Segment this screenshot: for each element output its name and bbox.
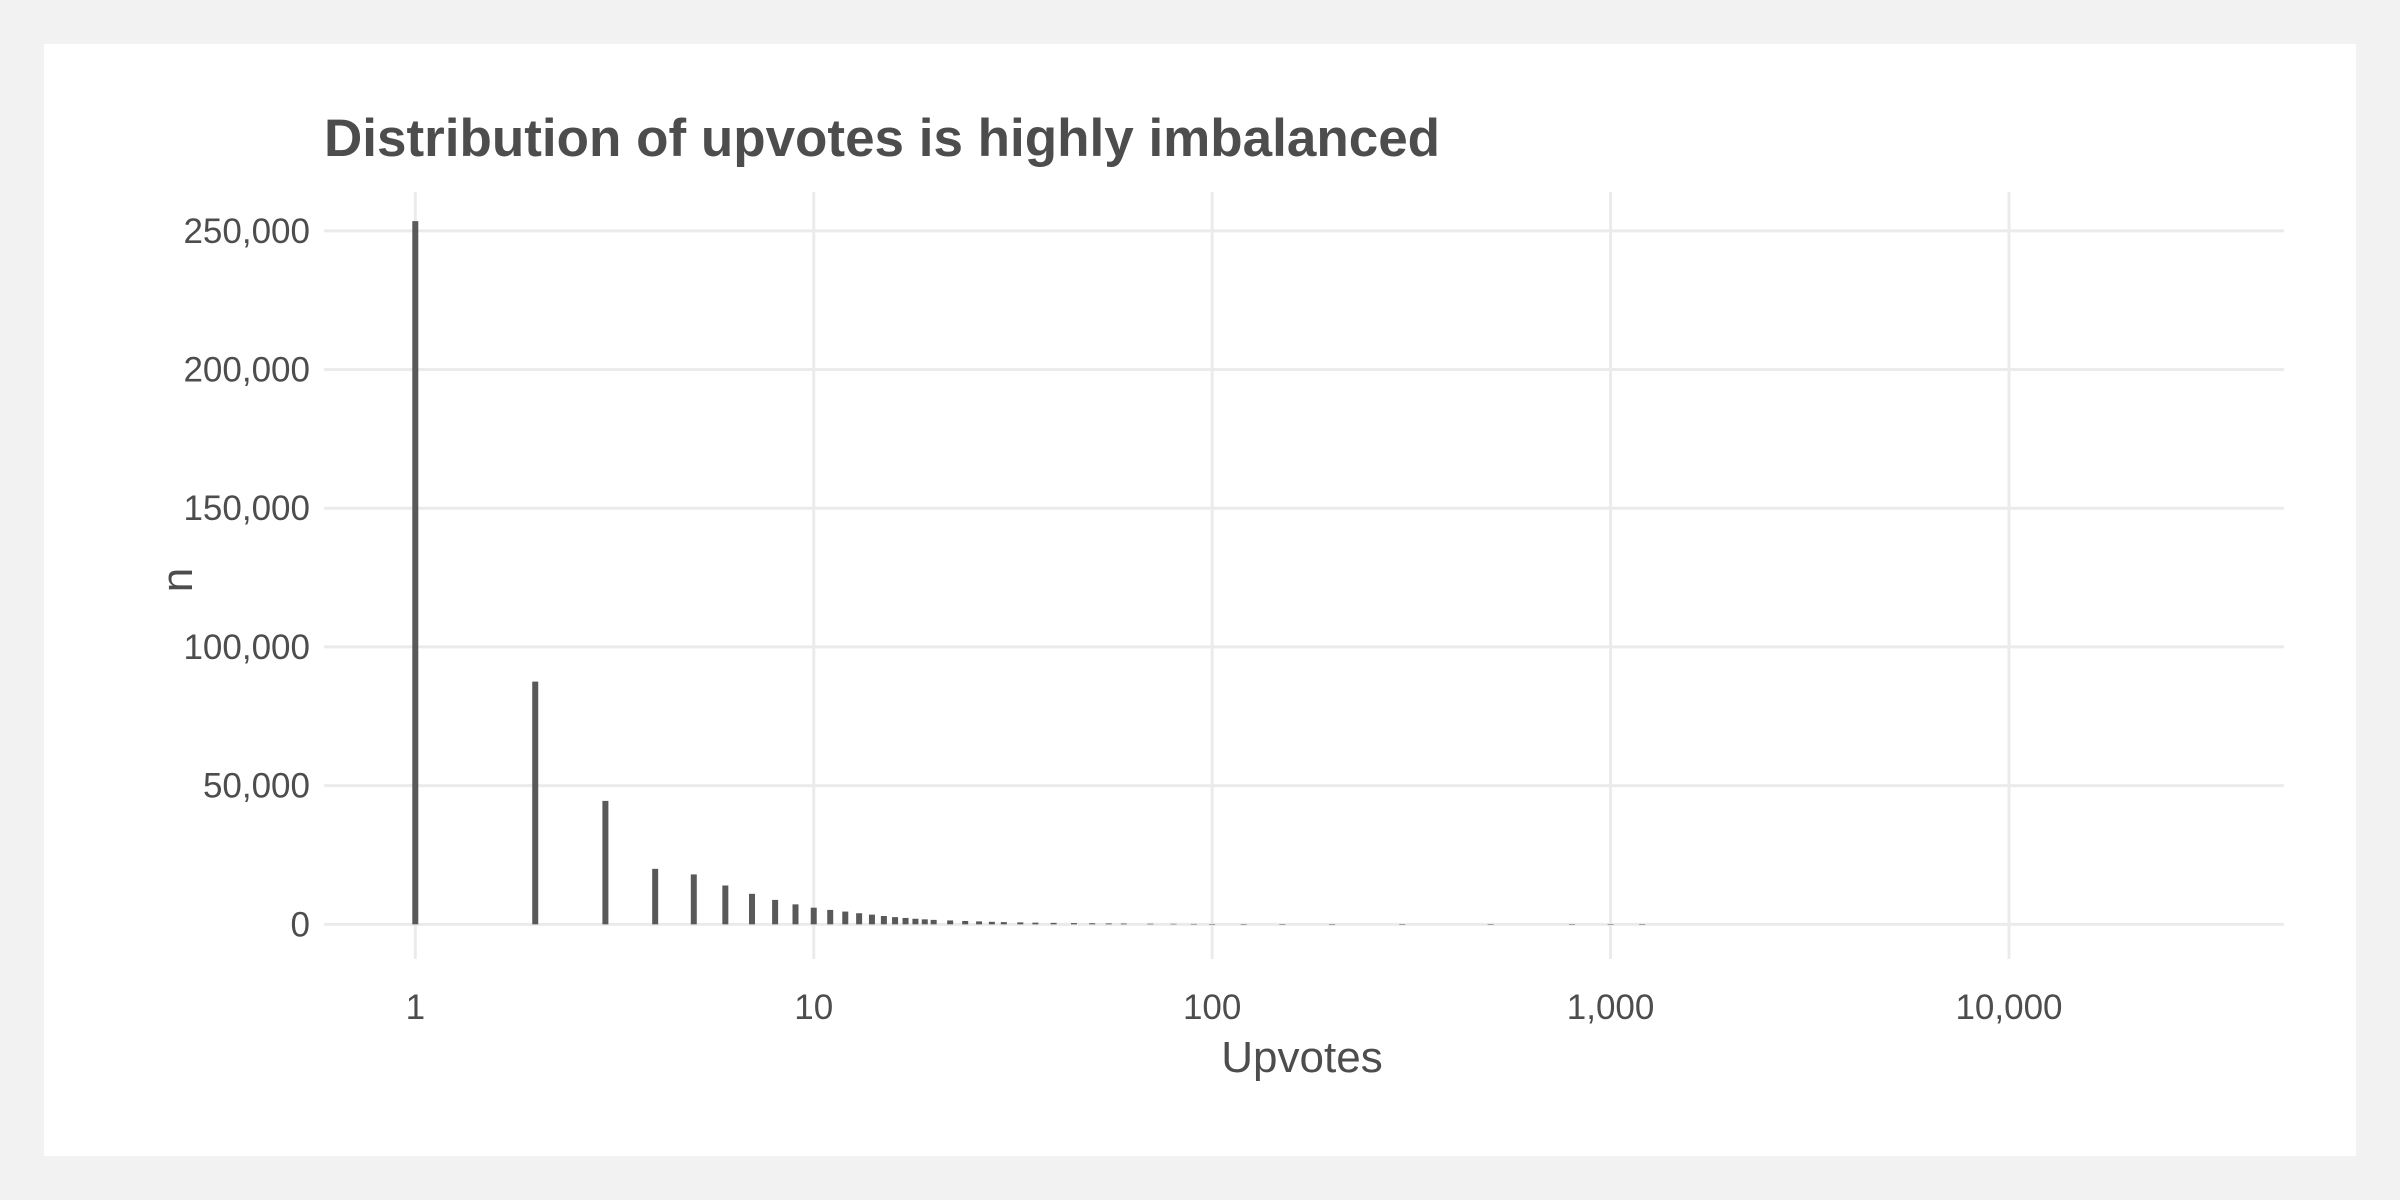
histogram-bar xyxy=(1120,923,1127,925)
histogram-bar xyxy=(1089,923,1096,925)
x-tick-label: 1 xyxy=(406,988,425,1027)
histogram-bar xyxy=(772,899,779,925)
histogram-bar xyxy=(976,921,983,925)
histogram-bar xyxy=(930,919,937,925)
histogram-bar xyxy=(1329,924,1336,925)
y-axis-title: n xyxy=(153,568,202,592)
histogram-bar xyxy=(722,885,729,925)
gridlines xyxy=(324,192,2284,959)
x-tick-label: 100 xyxy=(1183,988,1241,1027)
histogram-bar xyxy=(1240,924,1247,925)
x-tick-label: 10,000 xyxy=(1955,988,2062,1027)
histogram-bar xyxy=(1050,922,1057,925)
histogram-bar xyxy=(1147,923,1154,925)
histogram-bar xyxy=(1070,923,1077,925)
histogram-bar xyxy=(988,921,995,925)
histogram-bar xyxy=(1017,922,1024,925)
upvotes-histogram: Distribution of upvotes is highly imbala… xyxy=(153,109,2284,1082)
histogram-bar xyxy=(810,907,817,925)
histogram-bar xyxy=(652,868,659,925)
histogram-bar xyxy=(1639,924,1646,925)
histogram-bar xyxy=(1032,922,1039,925)
y-tick-label: 250,000 xyxy=(183,212,310,251)
histogram-bar xyxy=(1170,923,1177,925)
x-tick-label: 10 xyxy=(794,988,833,1027)
chart-title: Distribution of upvotes is highly imbala… xyxy=(324,109,1440,168)
histogram-bar xyxy=(868,914,875,925)
histogram-bar xyxy=(902,917,909,925)
histogram-bar xyxy=(880,916,887,925)
y-tick-label: 0 xyxy=(291,905,310,944)
histogram-bar xyxy=(827,909,834,925)
y-tick-label: 100,000 xyxy=(183,628,310,667)
histogram-bar xyxy=(412,221,419,925)
histogram-bar xyxy=(921,919,928,925)
histogram-bar xyxy=(1105,923,1112,925)
histogram-bar xyxy=(842,911,849,925)
histogram-bar xyxy=(1487,924,1494,925)
histogram-bar xyxy=(749,893,756,925)
histogram-bar xyxy=(947,920,954,925)
y-tick-label: 200,000 xyxy=(183,351,310,390)
y-tick-label: 50,000 xyxy=(203,767,310,806)
bars xyxy=(412,221,1646,925)
histogram-bar xyxy=(1000,922,1007,925)
histogram-bar xyxy=(1190,923,1197,925)
histogram-bar xyxy=(602,800,609,925)
x-axis-title: Upvotes xyxy=(1221,1033,1382,1082)
histogram-bar xyxy=(1607,924,1614,925)
histogram-bar xyxy=(792,904,799,925)
histogram-bar xyxy=(892,917,899,925)
histogram-bar xyxy=(690,874,697,925)
histogram-bar xyxy=(1399,924,1406,925)
histogram-bar xyxy=(1279,924,1286,925)
histogram-bar xyxy=(532,681,539,925)
histogram-bar xyxy=(856,913,863,925)
x-axis-ticks: 1 10 100 1,000 10,000 xyxy=(406,988,2063,1027)
histogram-bar xyxy=(962,920,969,925)
histogram-bar xyxy=(1209,923,1216,925)
chart-card: Distribution of upvotes is highly imbala… xyxy=(44,44,2356,1156)
x-tick-label: 1,000 xyxy=(1567,988,1655,1027)
y-tick-label: 150,000 xyxy=(183,489,310,528)
y-axis-ticks: 0 50,000 100,000 150,000 200,000 250,000 xyxy=(183,212,310,944)
histogram-bar xyxy=(912,918,919,925)
histogram-bar xyxy=(1568,924,1575,925)
